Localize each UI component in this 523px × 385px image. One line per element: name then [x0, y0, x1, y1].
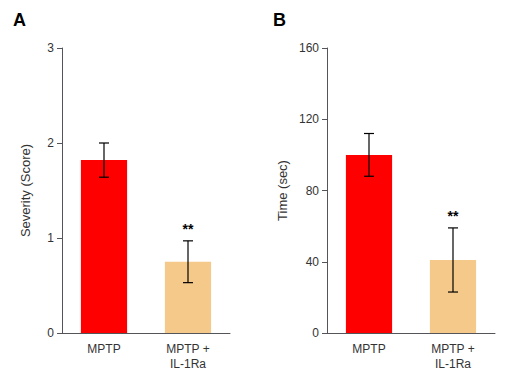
svg-text:MPTP +: MPTP + — [431, 342, 474, 356]
svg-text:2: 2 — [47, 136, 54, 150]
svg-text:160: 160 — [299, 41, 319, 55]
svg-text:80: 80 — [306, 184, 320, 198]
svg-text:MPTP: MPTP — [87, 342, 120, 356]
svg-text:MPTP +: MPTP + — [166, 342, 209, 356]
svg-text:Time (sec): Time (sec) — [275, 160, 290, 221]
svg-text:Severity (Score): Severity (Score) — [18, 144, 33, 237]
svg-text:A: A — [13, 10, 26, 30]
svg-text:MPTP: MPTP — [352, 342, 385, 356]
svg-text:40: 40 — [306, 255, 320, 269]
svg-text:0: 0 — [47, 326, 54, 340]
svg-text:**: ** — [183, 221, 194, 237]
svg-text:1: 1 — [47, 231, 54, 245]
svg-text:3: 3 — [47, 41, 54, 55]
svg-text:IL-1Ra: IL-1Ra — [170, 357, 206, 371]
svg-text:B: B — [273, 10, 286, 30]
svg-text:**: ** — [448, 208, 459, 224]
svg-text:IL-1Ra: IL-1Ra — [435, 357, 471, 371]
svg-text:0: 0 — [312, 326, 319, 340]
svg-text:120: 120 — [299, 112, 319, 126]
